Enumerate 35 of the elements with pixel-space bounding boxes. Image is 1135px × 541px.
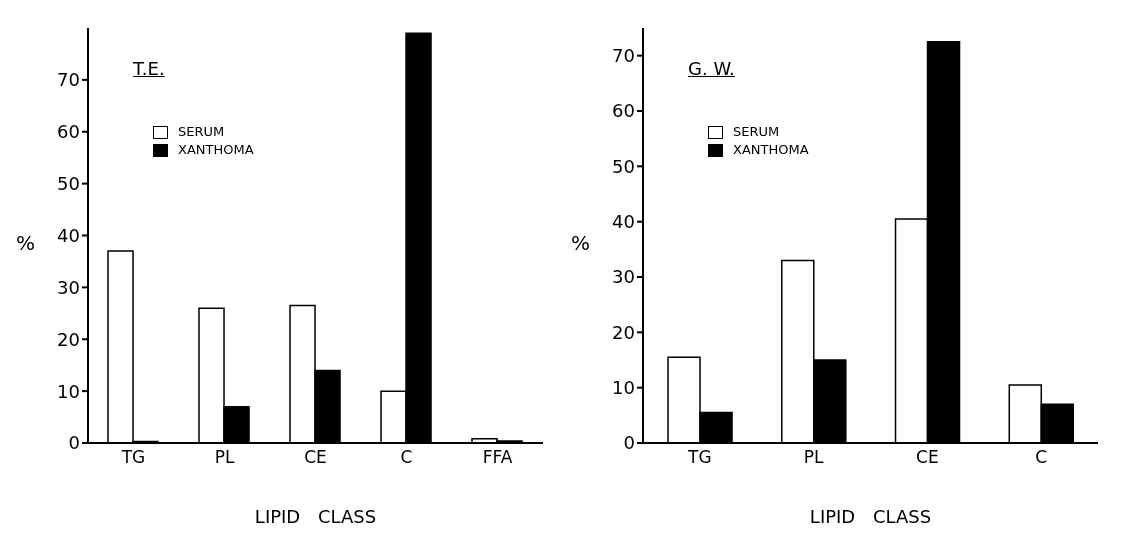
legend-label: SERUM [178, 123, 225, 141]
x-tick-label: TG [120, 447, 146, 468]
y-tick-label: 40 [57, 224, 80, 246]
y-tick-label: 30 [612, 266, 635, 288]
y-tick-label: 0 [68, 432, 80, 454]
y-tick-label: 50 [57, 173, 80, 195]
x-axis-title: LIPID CLASS [808, 506, 933, 527]
y-axis-title: % [16, 230, 36, 255]
y-tick-label: 70 [57, 69, 80, 91]
legend-label: SERUM [733, 123, 780, 141]
y-tick-label: 40 [612, 211, 635, 233]
x-tick-label: C [400, 447, 413, 468]
y-tick-label: 30 [57, 276, 80, 298]
y-tick-label: 20 [612, 321, 635, 343]
text: T.E. [133, 58, 165, 79]
x-tick-label: TG [687, 447, 712, 468]
y-tick-label: 10 [57, 380, 80, 402]
legend-label: XANTHOMA [733, 141, 809, 159]
y-tick-label: 0 [623, 432, 635, 454]
x-tick-label: CE [916, 447, 939, 468]
x-tick-label: PL [803, 447, 825, 468]
y-tick-label: 20 [57, 328, 80, 350]
x-tick-label: FFA [482, 447, 513, 468]
y-tick-label: 60 [57, 121, 80, 143]
y-tick-label: 70 [612, 45, 635, 67]
text: G. W. [688, 58, 735, 79]
x-tick-label: PL [214, 447, 235, 468]
y-axis-title: % [571, 230, 591, 255]
y-tick-label: 50 [612, 155, 635, 177]
x-tick-label: C [1035, 447, 1048, 468]
x-axis-title: LIPID CLASS [253, 506, 378, 527]
x-tick-label: CE [304, 447, 327, 468]
y-tick-label: 60 [612, 100, 635, 122]
legend-label: XANTHOMA [178, 141, 254, 159]
y-tick-label: 10 [612, 377, 635, 399]
